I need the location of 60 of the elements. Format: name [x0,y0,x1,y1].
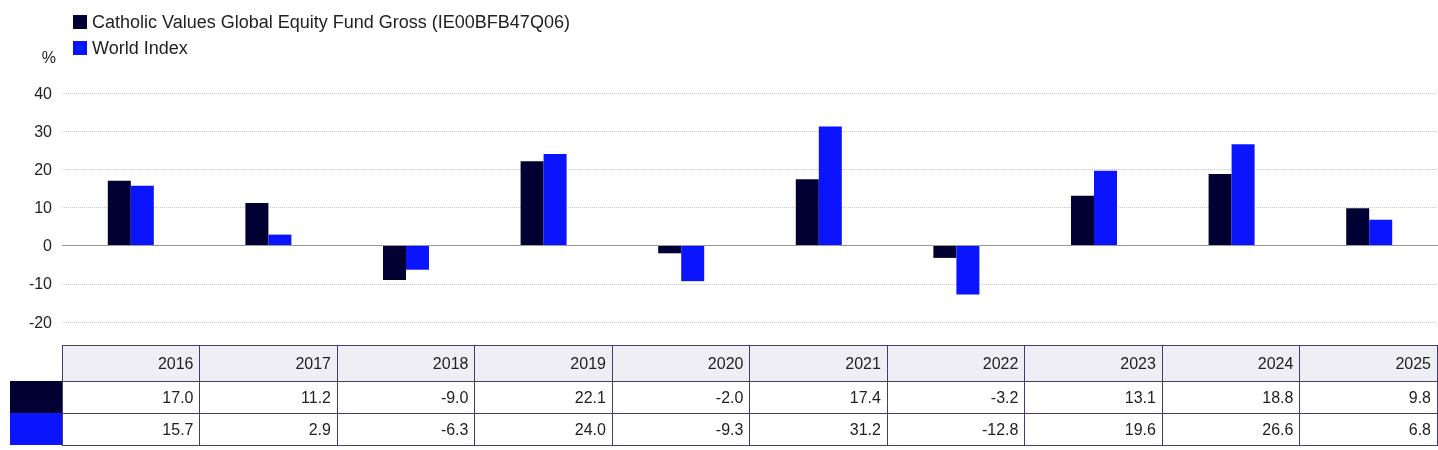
data-label: 31.2 [749,413,888,446]
x-tick-label: 2024 [1162,345,1300,382]
x-tick-label: 2016 [62,345,200,382]
x-tick-label: 2017 [199,345,338,382]
data-label: 18.8 [1162,381,1300,414]
data-label: -3.2 [887,381,1025,414]
bar [543,154,567,246]
y-tick-label: -20 [28,313,53,331]
data-label: -9.0 [337,381,475,414]
x-tick-label: 2023 [1024,345,1163,382]
bar [268,234,292,246]
legend-label: World Index [92,38,188,58]
bar [681,245,705,282]
bar [107,180,131,246]
bar [1346,208,1370,246]
data-label: 19.6 [1024,413,1163,446]
y-axis-title: % [41,48,56,66]
data-label: 9.8 [1299,381,1438,414]
bar [1208,173,1232,246]
data-label: 24.0 [474,413,613,446]
x-tick-label: 2018 [337,345,475,382]
bar [406,245,429,270]
data-label: -12.8 [887,413,1025,446]
data-label: -2.0 [612,381,750,414]
bar [1071,195,1094,246]
x-tick-label: 2020 [612,345,750,382]
y-tick-label: 0 [43,237,53,255]
bar [1369,219,1393,246]
bar [658,245,682,254]
data-label: -9.3 [612,413,750,446]
bar [520,161,544,246]
y-tick-label: 10 [34,199,53,216]
data-label: 2.9 [199,413,338,446]
y-tick-label: 30 [34,122,53,140]
y-tick-label: 20 [34,160,53,178]
bar [956,245,980,295]
bar [795,179,819,246]
bar [818,126,842,246]
data-label: 22.1 [474,381,613,414]
bar [1231,144,1255,246]
bar [245,202,269,246]
data-label: 6.8 [1299,413,1438,446]
bar [933,245,957,258]
x-tick-label: 2022 [887,345,1025,382]
data-label: 11.2 [199,381,338,414]
y-tick-label: 40 [34,84,53,102]
x-tick-label: 2019 [474,345,613,382]
data-label: -6.3 [337,413,475,446]
bar [1094,170,1117,246]
data-label: 15.7 [62,413,200,446]
x-tick-label: 2025 [1299,345,1438,382]
data-label: 13.1 [1024,381,1163,414]
data-label: 17.0 [62,381,200,414]
legend-label: Catholic Values Global Equity Fund Gross (IE00BFB47Q06) [92,12,570,32]
x-tick-label: 2021 [749,345,888,382]
y-tick-label: -10 [28,275,53,293]
bar [383,245,406,281]
bar [130,185,154,246]
data-label: 17.4 [749,381,888,414]
data-label: 26.6 [1162,413,1300,446]
